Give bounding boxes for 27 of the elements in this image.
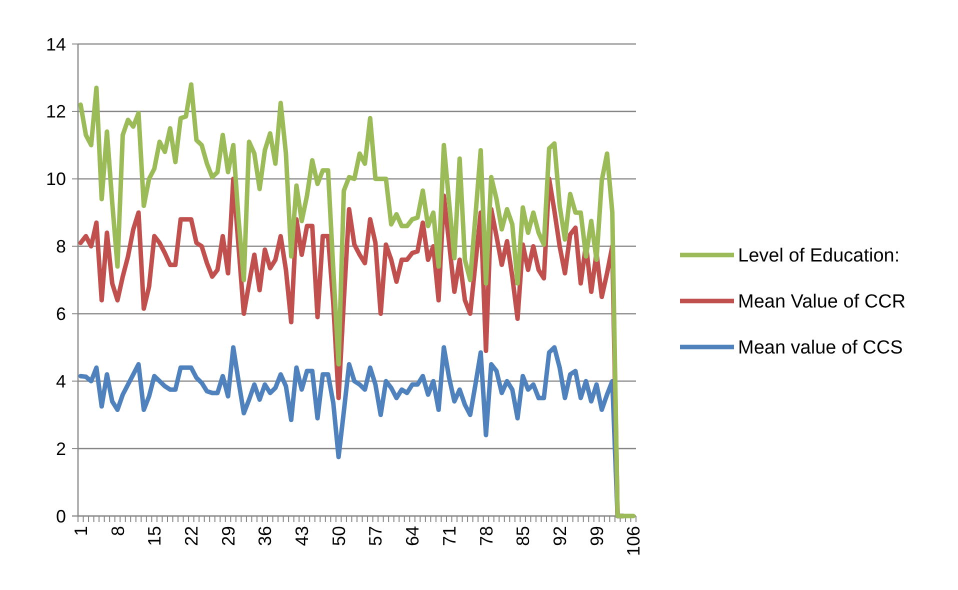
x-tick-label: 8 <box>108 526 128 536</box>
y-tick-label: 8 <box>56 236 66 257</box>
x-tick-label: 64 <box>402 526 423 546</box>
x-tick-label: 29 <box>218 526 238 546</box>
x-tick-label: 71 <box>439 526 460 546</box>
legend-label: Level of Education: <box>738 246 900 267</box>
x-tick-label: 106 <box>624 526 644 556</box>
x-tick-label: 57 <box>366 526 386 546</box>
y-tick-label: 2 <box>56 438 66 459</box>
x-tick-label: 99 <box>586 526 607 546</box>
x-tick-label: 85 <box>513 526 534 546</box>
y-tick-label: 12 <box>46 102 66 122</box>
x-tick-label: 78 <box>476 526 496 546</box>
legend-label: Mean Value of CCR <box>738 292 906 313</box>
y-tick-label: 0 <box>56 506 66 526</box>
x-tick-label: 92 <box>550 526 570 546</box>
x-tick-label: 36 <box>255 526 276 546</box>
y-tick-label: 14 <box>46 34 66 54</box>
y-tick-label: 4 <box>56 371 66 392</box>
x-tick-label: 22 <box>181 526 202 546</box>
x-tick-label: 43 <box>292 526 312 546</box>
y-tick-label: 10 <box>46 169 66 190</box>
y-tick-label: 6 <box>56 304 66 324</box>
legend-label: Mean value of CCS <box>738 338 903 359</box>
x-tick-label: 1 <box>70 526 91 536</box>
x-tick-label: 50 <box>328 526 349 546</box>
x-tick-label: 15 <box>144 526 165 546</box>
